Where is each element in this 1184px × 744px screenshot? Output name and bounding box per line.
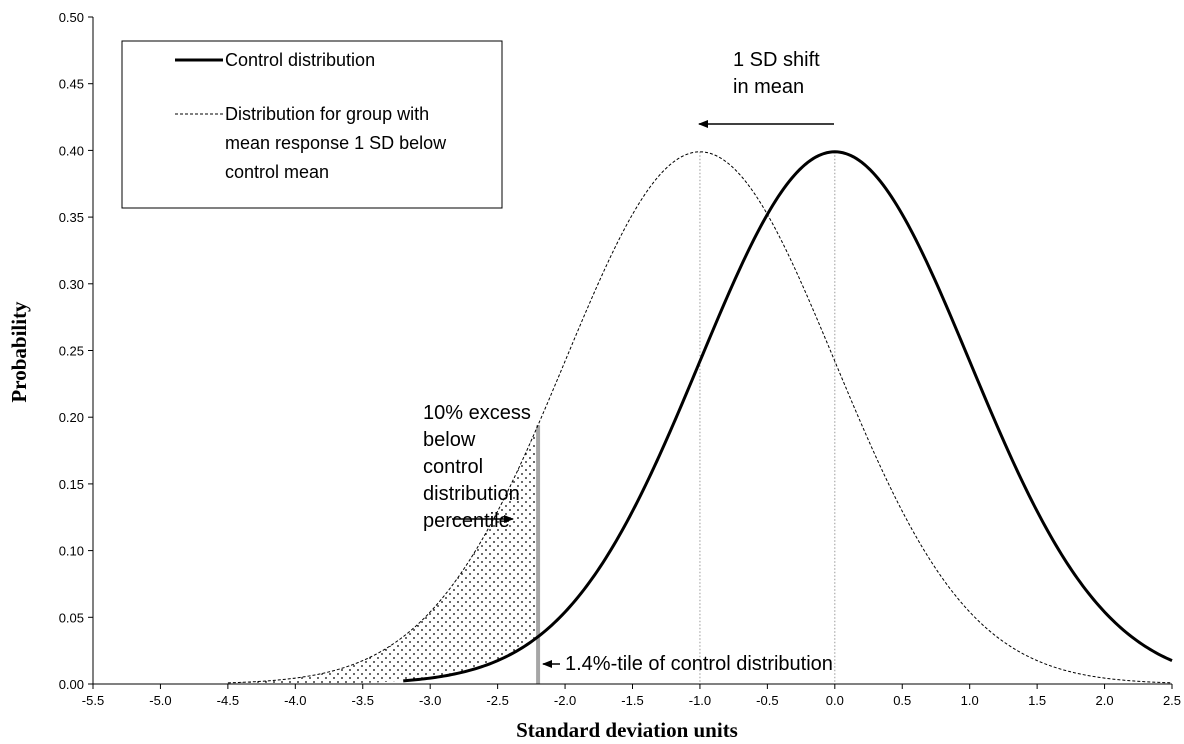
x-tick-label: -4.5 [217,693,239,708]
plot-area [227,150,1173,684]
x-tick-label: -3.0 [419,693,441,708]
shift-annotation-line-2: in mean [733,76,804,98]
control-distribution-line [403,150,1173,683]
x-tick-label: 0.0 [826,693,844,708]
legend-label-shifted-line-3: control mean [225,162,329,182]
y-tick-label: 0.15 [59,477,84,492]
legend-box [121,40,503,209]
x-tick-label: -3.5 [352,693,374,708]
y-tick-label: 0.30 [59,277,84,292]
x-axis-title: Standard deviation units [516,718,738,742]
excess-annotation-line-4: distribution [423,483,520,505]
x-tick-label: -1.5 [621,693,643,708]
legend: Control distribution Distribution for gr… [121,40,503,209]
x-tick-label: -2.0 [554,693,576,708]
x-tick-label: 2.0 [1096,693,1114,708]
y-tick-label: 0.00 [59,677,84,692]
y-tick-label: 0.10 [59,544,84,559]
excess-shaded-region [227,424,539,684]
x-tick-label: -5.5 [82,693,104,708]
y-tick-label: 0.40 [59,143,84,158]
reference-lines [536,151,836,684]
excess-annotation-line-2: below [423,429,476,451]
shifted-distribution-line [227,151,1173,684]
excess-annotation-line-3: control [423,456,483,478]
x-tick-label: -2.5 [486,693,508,708]
y-tick-label: 0.35 [59,210,84,225]
x-tick-label: -1.0 [689,693,711,708]
shift-annotation-line-1: 1 SD shift [733,49,820,71]
y-tick-label: 0.05 [59,610,84,625]
excess-annotation-line-5: percentile [423,510,510,532]
x-axis-ticks: -5.5 -5.0 -4.5 -4.0 -3.5 -3.0 -2.5 -2.0 -1.5 -1.0… [82,684,1181,708]
x-tick-label: -5.0 [149,693,171,708]
y-tick-label: 0.25 [59,344,84,359]
axes: -5.5 -5.0 -4.5 -4.0 -3.5 -3.0 -2.5 -2.0 -1.5 -1.0… [59,10,1181,708]
legend-label-shifted-line-2: mean response 1 SD below [225,133,447,153]
y-axis-title: Probability [7,301,31,403]
y-tick-label: 0.50 [59,10,84,25]
x-tick-label: -4.0 [284,693,306,708]
annotations: 1 SD shift in mean 10% excess below cont… [423,49,834,675]
x-tick-label: 0.5 [893,693,911,708]
y-tick-label: 0.45 [59,77,84,92]
percentile-annotation: 1.4%-tile of control distribution [565,653,833,675]
x-tick-label: 1.0 [961,693,979,708]
y-axis-ticks: 0.00 0.05 0.10 0.15 0.20 0.25 0.30 0.35 0.40 0.45… [59,10,93,692]
x-tick-label: -0.5 [756,693,778,708]
legend-label-control: Control distribution [225,50,375,70]
excess-annotation-line-1: 10% excess [423,402,531,424]
y-tick-label: 0.20 [59,410,84,425]
x-tick-label: 2.5 [1163,693,1181,708]
x-tick-label: 1.5 [1028,693,1046,708]
legend-label-shifted-line-1: Distribution for group with [225,104,429,124]
